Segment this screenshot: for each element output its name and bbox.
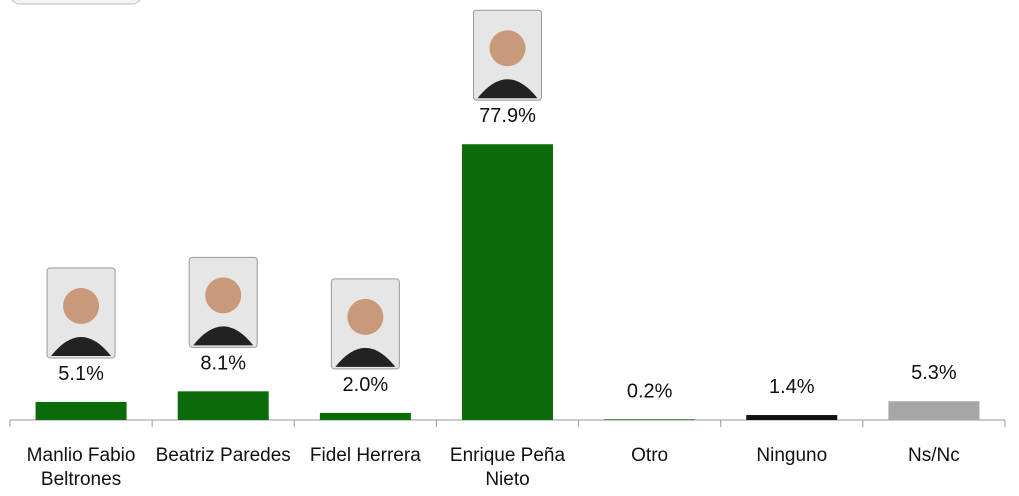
value-label: 5.3% xyxy=(911,362,957,384)
photo-body xyxy=(477,79,538,99)
bar xyxy=(319,412,411,420)
photo-body xyxy=(51,336,112,356)
photo-body xyxy=(335,347,396,367)
bar xyxy=(35,401,127,420)
photo-body xyxy=(193,326,254,346)
value-label: 5.1% xyxy=(58,363,104,385)
x-tick-label: Fidel Herrera xyxy=(309,445,421,466)
bar xyxy=(604,419,696,420)
value-label: 8.1% xyxy=(200,352,246,374)
photo-head xyxy=(347,298,384,335)
value-label: 77.9% xyxy=(479,105,536,127)
value-label: 1.4% xyxy=(769,376,815,398)
x-tick-label: Manlio Fabio Beltrones xyxy=(26,445,136,490)
bar xyxy=(177,391,269,420)
bar xyxy=(746,415,838,420)
x-tick-label: Ninguno xyxy=(756,445,828,466)
x-tick-label: Ns/Nc xyxy=(908,445,960,466)
value-label: 0.2% xyxy=(627,380,673,402)
photo-head xyxy=(205,277,242,314)
x-tick-label: Enrique Peña Nieto xyxy=(449,445,566,490)
x-tick-label: Beatriz Paredes xyxy=(155,445,291,466)
value-label: 2.0% xyxy=(343,374,389,396)
x-tick-label: Otro xyxy=(631,445,669,466)
corner-button xyxy=(11,0,141,5)
bar xyxy=(888,401,980,420)
photo-head xyxy=(489,30,526,67)
bar xyxy=(462,144,553,420)
photo-head xyxy=(63,287,100,324)
